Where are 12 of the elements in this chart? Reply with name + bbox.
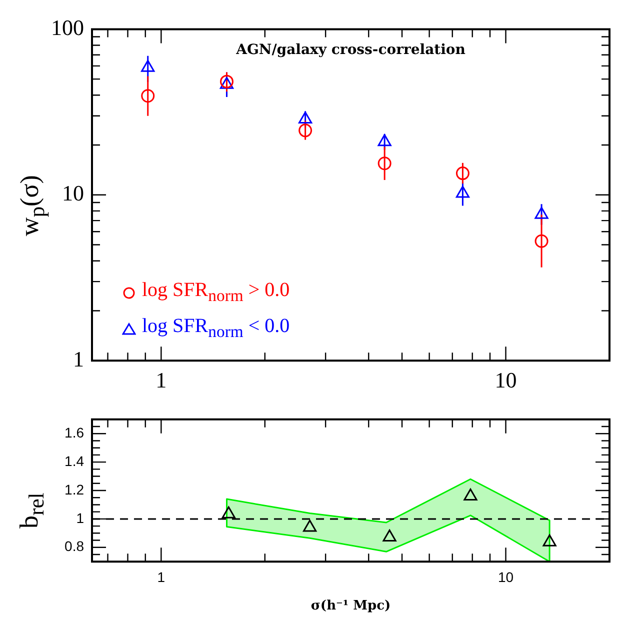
y-tick-label: 1.2 [64, 481, 84, 498]
legend-label: log SFR$_{norm}$ > 0.0 [142, 278, 290, 307]
text: AGN/galaxy cross-correlation [235, 42, 466, 58]
y-tick-label: 0.8 [64, 538, 84, 554]
y-tick-label: 1 [76, 510, 84, 526]
y-tick-label: 1.4 [64, 452, 84, 469]
y-tick-label: 1 [73, 346, 84, 372]
x-axis-title: σ(h⁻¹ Mpc) [310, 598, 391, 614]
y-tick-label: 100 [51, 14, 84, 40]
y-tick-label: 10 [62, 180, 84, 206]
legend-label: log SFR$_{norm}$ < 0.0 [142, 314, 290, 343]
y-tick-label: 1.6 [64, 424, 84, 440]
